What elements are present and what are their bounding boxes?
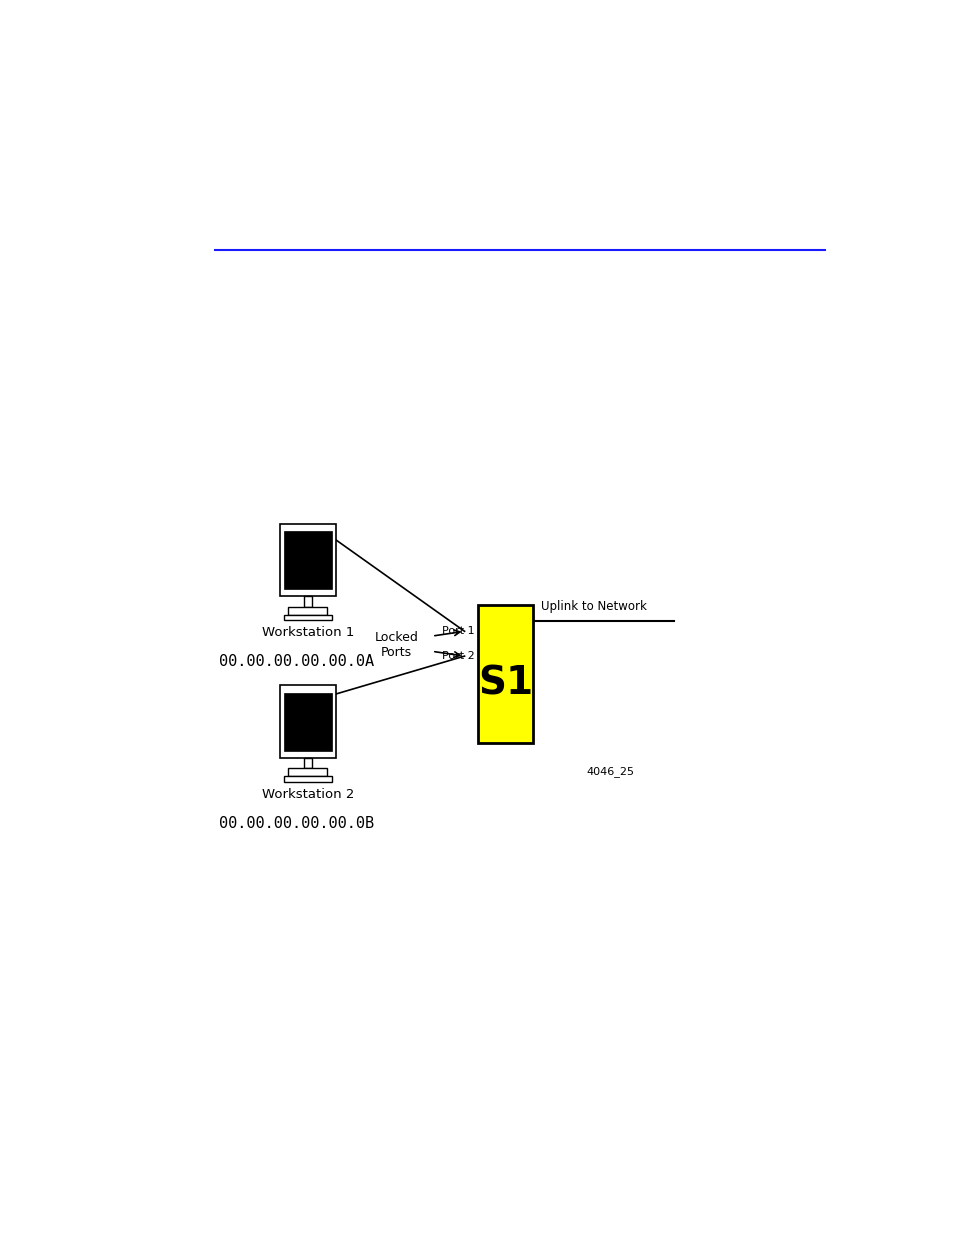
Text: Port 2: Port 2 bbox=[441, 651, 475, 661]
Bar bbox=[304, 597, 312, 606]
Bar bbox=[477, 605, 533, 742]
Bar bbox=[284, 777, 332, 782]
Text: Workstation 1: Workstation 1 bbox=[261, 626, 354, 638]
Bar bbox=[284, 693, 332, 751]
Text: 00.00.00.00.00.0A: 00.00.00.00.00.0A bbox=[219, 655, 374, 669]
Text: Locked
Ports: Locked Ports bbox=[375, 631, 418, 658]
Text: S1: S1 bbox=[477, 664, 533, 703]
Bar bbox=[284, 531, 332, 589]
Text: 4046_25: 4046_25 bbox=[586, 766, 635, 777]
Text: 00.00.00.00.00.0B: 00.00.00.00.00.0B bbox=[219, 816, 374, 831]
Bar bbox=[284, 615, 332, 620]
Bar bbox=[304, 758, 312, 768]
Text: Workstation 2: Workstation 2 bbox=[261, 788, 354, 800]
Bar bbox=[288, 606, 327, 615]
Text: Uplink to Network: Uplink to Network bbox=[540, 600, 646, 613]
Bar bbox=[288, 768, 327, 777]
Bar bbox=[279, 685, 335, 758]
Bar bbox=[279, 524, 335, 597]
Text: Port 1: Port 1 bbox=[442, 626, 475, 636]
